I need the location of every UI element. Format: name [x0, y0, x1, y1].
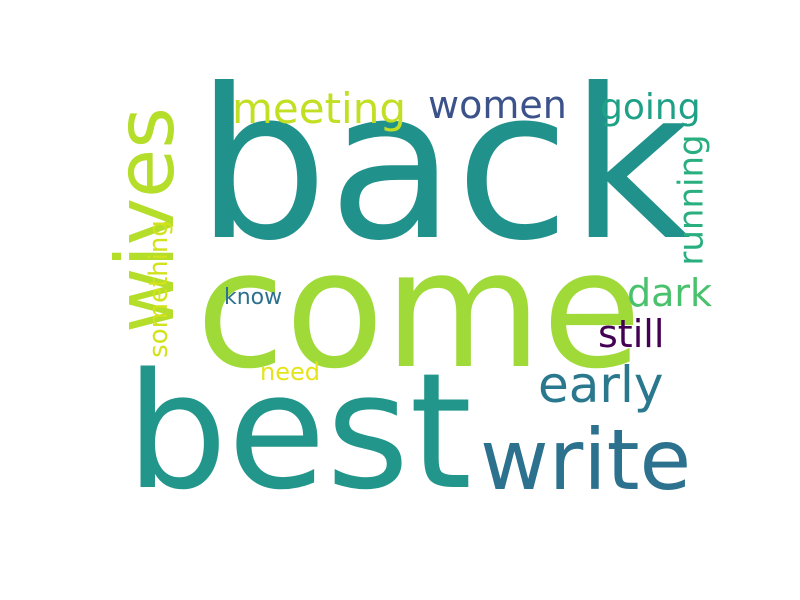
word-still: still — [598, 312, 665, 356]
word-back: back — [196, 45, 691, 287]
word-write: write — [480, 411, 692, 509]
word-early: early — [538, 356, 664, 414]
word-need: need — [260, 358, 320, 386]
word-meeting: meeting — [232, 84, 407, 133]
word-something: something — [143, 220, 174, 358]
word-best: best — [126, 338, 473, 525]
word-going: going — [600, 87, 701, 128]
word-dark: dark — [627, 271, 713, 315]
word-know: know — [224, 285, 283, 310]
word-women: women — [428, 83, 567, 127]
word-running: running — [671, 134, 712, 266]
word-come: come — [196, 217, 642, 405]
